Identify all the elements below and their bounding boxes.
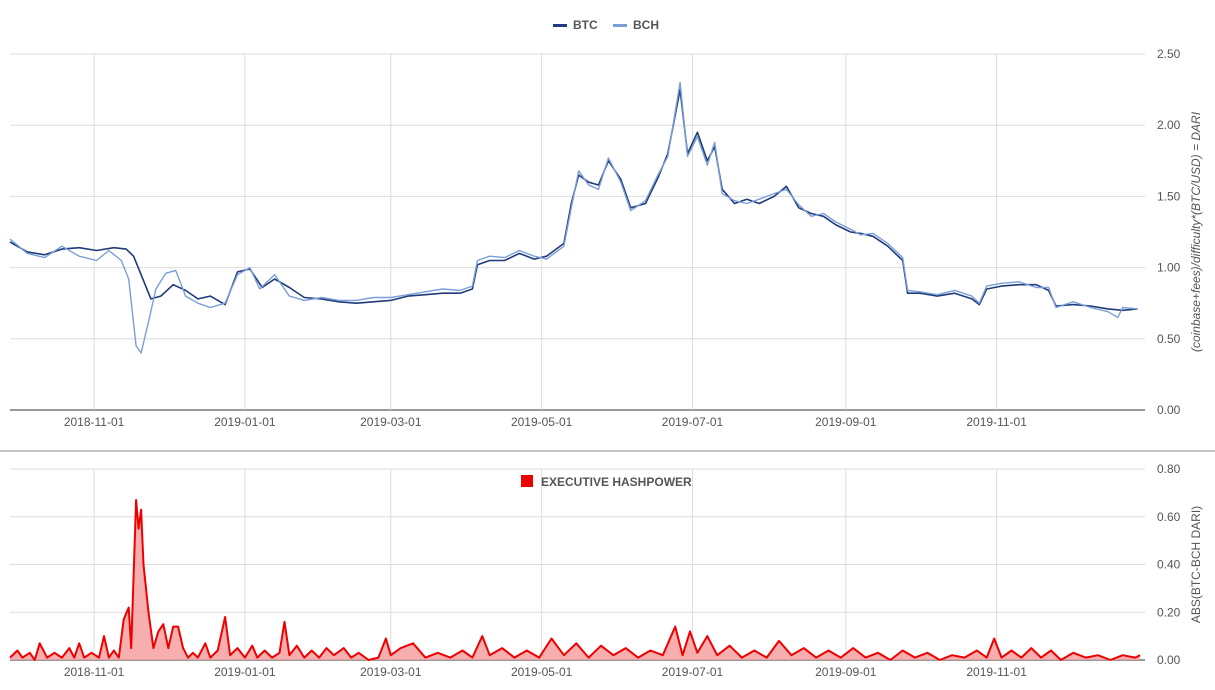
legend-swatch-btc <box>553 24 567 27</box>
y-tick-label: 0.20 <box>1157 605 1181 619</box>
y-axis-title: ABS(BTC-BCH DARI) <box>1189 506 1203 623</box>
series-line-bch <box>9 81 1138 354</box>
x-tick-label: 2019-09-01 <box>815 415 877 429</box>
y-tick-label: 0.00 <box>1157 403 1181 417</box>
y-tick-label: 1.00 <box>1157 261 1181 275</box>
x-tick-label: 2019-09-01 <box>815 665 877 679</box>
y-axis-title: (coinbase+fees)/difficulty*(BTC/USD) = D… <box>1189 111 1203 352</box>
y-tick-label: 0.80 <box>1157 462 1181 476</box>
x-tick-label: 2019-05-01 <box>511 415 573 429</box>
x-tick-label: 2019-05-01 <box>511 665 573 679</box>
x-tick-label: 2019-11-01 <box>966 665 1027 679</box>
x-tick-label: 2019-07-01 <box>662 665 724 679</box>
x-tick-label: 2018-11-01 <box>64 415 125 429</box>
y-tick-label: 1.50 <box>1157 189 1181 203</box>
x-tick-label: 2019-01-01 <box>214 415 276 429</box>
x-tick-label: 2018-11-01 <box>64 665 125 679</box>
series-line-btc <box>9 88 1138 312</box>
series-area-executive-hashpower <box>10 500 1141 660</box>
x-tick-label: 2019-07-01 <box>662 415 724 429</box>
legend-swatch-bch <box>613 24 627 27</box>
top-chart: 0.00 0.50 1.00 1.50 2.00 2.50 2018-11-01 2019-0… <box>9 18 1203 429</box>
legend-swatch-executive-hashpower <box>521 475 533 487</box>
y-tick-label: 2.50 <box>1157 47 1181 61</box>
bottom-chart: 0.00 0.20 0.40 0.60 0.80 2018-11-01 2019-01-01… <box>9 462 1203 679</box>
series-line-executive-hashpower <box>9 499 1141 661</box>
x-tick-label: 2019-03-01 <box>360 665 422 679</box>
legend-label-btc[interactable]: BTC <box>573 18 598 32</box>
legend-label-bch[interactable]: BCH <box>633 18 659 32</box>
x-tick-label: 2019-11-01 <box>966 415 1027 429</box>
legend-label-executive-hashpower[interactable]: EXECUTIVE HASHPOWER <box>541 475 692 489</box>
y-tick-label: 0.40 <box>1157 558 1181 572</box>
y-tick-label: 0.50 <box>1157 332 1181 346</box>
x-tick-label: 2019-03-01 <box>360 415 422 429</box>
y-tick-label: 0.60 <box>1157 510 1181 524</box>
y-tick-label: 0.00 <box>1157 653 1181 667</box>
x-tick-label: 2019-01-01 <box>214 665 276 679</box>
y-tick-label: 2.00 <box>1157 118 1181 132</box>
